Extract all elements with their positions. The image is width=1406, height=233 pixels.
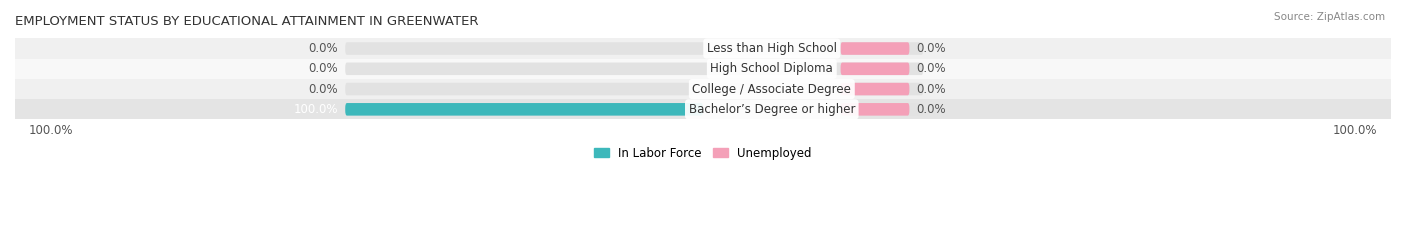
Bar (15, 99, 1391, 120)
Text: High School Diploma: High School Diploma (710, 62, 834, 75)
FancyBboxPatch shape (841, 83, 910, 95)
FancyBboxPatch shape (346, 42, 924, 55)
Text: 0.0%: 0.0% (309, 62, 339, 75)
Text: 100.0%: 100.0% (28, 124, 73, 137)
Bar (15, 79, 1391, 99)
FancyBboxPatch shape (841, 103, 910, 116)
Text: 0.0%: 0.0% (917, 82, 946, 96)
Text: 0.0%: 0.0% (309, 82, 339, 96)
FancyBboxPatch shape (346, 62, 924, 75)
Text: 0.0%: 0.0% (917, 103, 946, 116)
Text: EMPLOYMENT STATUS BY EDUCATIONAL ATTAINMENT IN GREENWATER: EMPLOYMENT STATUS BY EDUCATIONAL ATTAINM… (15, 15, 478, 28)
Text: College / Associate Degree: College / Associate Degree (692, 82, 851, 96)
Text: Less than High School: Less than High School (707, 42, 837, 55)
Bar (15, 59, 1391, 79)
Text: 0.0%: 0.0% (309, 42, 339, 55)
FancyBboxPatch shape (346, 103, 703, 116)
Text: Source: ZipAtlas.com: Source: ZipAtlas.com (1274, 12, 1385, 22)
Text: 0.0%: 0.0% (917, 42, 946, 55)
Text: 0.0%: 0.0% (917, 62, 946, 75)
Bar (15, 38, 1391, 59)
FancyBboxPatch shape (841, 42, 910, 55)
Text: 100.0%: 100.0% (1333, 124, 1378, 137)
FancyBboxPatch shape (346, 103, 924, 116)
Legend: In Labor Force, Unemployed: In Labor Force, Unemployed (595, 147, 811, 160)
Text: Bachelor’s Degree or higher: Bachelor’s Degree or higher (689, 103, 855, 116)
FancyBboxPatch shape (346, 83, 924, 95)
Text: 100.0%: 100.0% (294, 103, 339, 116)
FancyBboxPatch shape (841, 62, 910, 75)
